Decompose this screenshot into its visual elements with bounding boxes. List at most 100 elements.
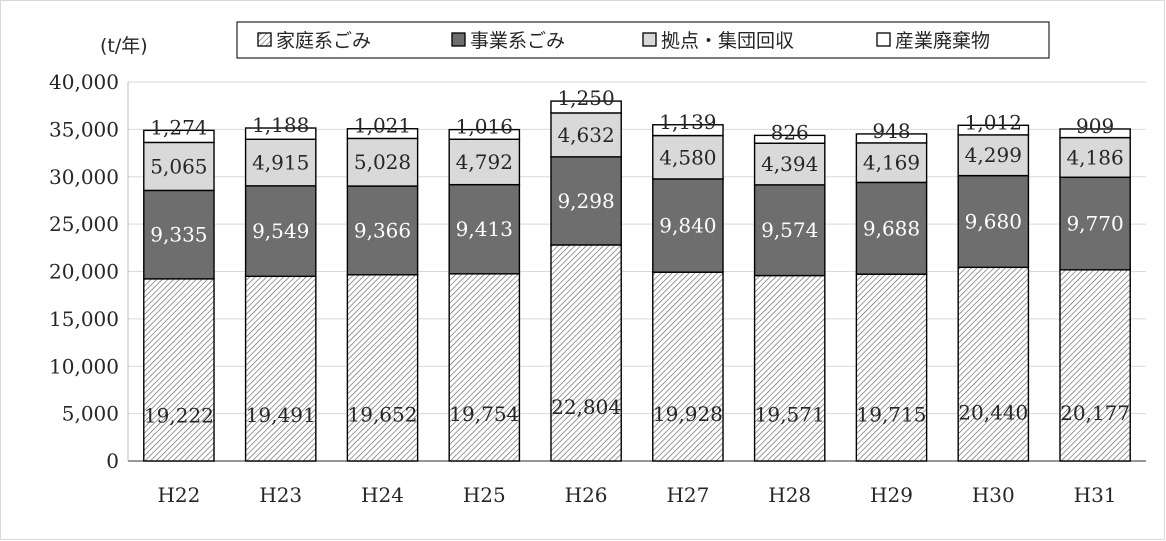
bar-segment: [244, 275, 317, 462]
data-label: 19,715: [857, 402, 927, 426]
bar-segment: [346, 128, 419, 140]
data-label: 1,016: [456, 115, 513, 139]
bars: [143, 100, 1131, 462]
bar-segment: [550, 156, 622, 246]
data-label: 9,366: [354, 218, 411, 242]
data-label: 19,652: [348, 402, 418, 426]
y-tick-labels: 0 5,000 10,000 15,000 20,000 25,000 30,000 35,0…: [49, 70, 119, 473]
legend: 家庭系ごみ 事業系ごみ 拠点・集団回収 産業廃棄物: [236, 21, 1050, 59]
bar-segment: [550, 244, 622, 462]
data-label: 4,792: [456, 150, 513, 174]
legend-label: 事業系ごみ: [470, 30, 565, 52]
bar-segment: [652, 271, 724, 462]
data-label: 948: [872, 119, 910, 143]
bar-segment: [244, 127, 317, 140]
data-label: 22,804: [551, 395, 621, 419]
data-label: 9,335: [150, 223, 207, 247]
data-label: 4,632: [557, 123, 614, 147]
bar-segment: [1059, 136, 1131, 178]
y-tick-label: 30,000: [49, 165, 119, 189]
data-label: 5,065: [150, 154, 207, 178]
x-tick-label: H27: [666, 483, 709, 507]
bar-segment: [957, 124, 1030, 136]
y-tick-label: 25,000: [49, 212, 119, 236]
data-labels: 19,222 9,335 5,065 1,274 19,491 9,549 4,915 1,1…: [144, 86, 1130, 427]
x-tick-label: H28: [768, 483, 811, 507]
bar-segment: [855, 142, 928, 184]
data-label: 9,840: [659, 214, 716, 238]
x-tick-label: H30: [972, 483, 1015, 507]
bar-segment: [143, 189, 215, 280]
bar-segment: [143, 141, 215, 192]
y-tick-label: 10,000: [49, 354, 119, 378]
bar-segment: [244, 138, 317, 187]
data-label: 19,754: [449, 402, 519, 426]
data-label: 19,928: [653, 402, 723, 426]
bar-segment: [855, 273, 928, 462]
y-tick-label: 35,000: [49, 117, 119, 141]
x-tick-label: H24: [361, 483, 404, 507]
x-tick-labels: H22 H23 H24 H25 H26 H27 H28 H29 H30 H31: [157, 483, 1116, 507]
data-label: 1,250: [557, 86, 614, 110]
data-label: 1,188: [252, 113, 309, 137]
data-label: 1,012: [965, 110, 1022, 134]
legend-swatch: [257, 32, 272, 47]
data-label: 9,549: [252, 219, 309, 243]
bar-segment: [346, 137, 419, 187]
y-tick-label: 15,000: [49, 307, 119, 331]
data-label: 9,413: [456, 217, 513, 241]
legend-label: 家庭系ごみ: [276, 30, 371, 52]
y-tick-label: 20,000: [49, 260, 119, 284]
x-tick-label: H23: [259, 483, 302, 507]
bar-segment: [957, 174, 1030, 269]
data-label: 4,394: [761, 152, 818, 176]
data-label: 9,688: [863, 216, 920, 240]
data-label: 4,169: [863, 151, 920, 175]
legend-label: 産業廃棄物: [895, 30, 990, 52]
data-label: 19,222: [144, 403, 214, 427]
data-label: 5,028: [354, 150, 411, 174]
bar-segment: [448, 138, 521, 186]
bar-segment: [143, 278, 215, 462]
data-label: 9,574: [761, 218, 818, 242]
bar-segment: [957, 266, 1030, 462]
data-label: 4,186: [1066, 145, 1123, 169]
bar-segment: [1059, 128, 1131, 139]
bar-segment: [753, 134, 826, 144]
bar-segment: [448, 273, 521, 462]
bar-segment: [143, 129, 215, 144]
legend-swatch: [451, 32, 466, 47]
bar-segment: [550, 100, 622, 114]
bar-segment: [244, 185, 317, 278]
legend-label: 拠点・集団回収: [661, 30, 794, 52]
bar-segment: [448, 128, 521, 140]
data-label: 9,680: [965, 209, 1022, 233]
data-label: 19,571: [755, 403, 825, 427]
data-label: 1,021: [354, 114, 411, 138]
bar-segment: [652, 124, 724, 137]
bar-segment: [753, 274, 826, 462]
legend-swatch: [642, 32, 657, 47]
bar-segment: [550, 112, 622, 158]
data-label: 20,177: [1060, 401, 1130, 425]
data-label: 9,770: [1066, 212, 1123, 236]
data-label: 20,440: [958, 401, 1028, 425]
bar-segment: [1059, 269, 1131, 462]
x-tick-label: H31: [1074, 483, 1117, 507]
bar-segment: [652, 134, 724, 180]
y-tick-label: 40,000: [49, 70, 119, 94]
data-label: 4,299: [965, 143, 1022, 167]
data-label: 4,915: [252, 151, 309, 175]
bar-segment: [346, 185, 419, 276]
data-label: 9,298: [557, 189, 614, 213]
data-label: 19,491: [246, 403, 316, 427]
data-label: 826: [771, 120, 809, 144]
data-label: 4,580: [659, 145, 716, 169]
legend-swatch: [876, 32, 891, 47]
bar-segment: [652, 178, 724, 273]
bar-segment: [1059, 176, 1131, 271]
y-tick-label: 0: [106, 449, 119, 473]
x-tick-label: H29: [870, 483, 913, 507]
